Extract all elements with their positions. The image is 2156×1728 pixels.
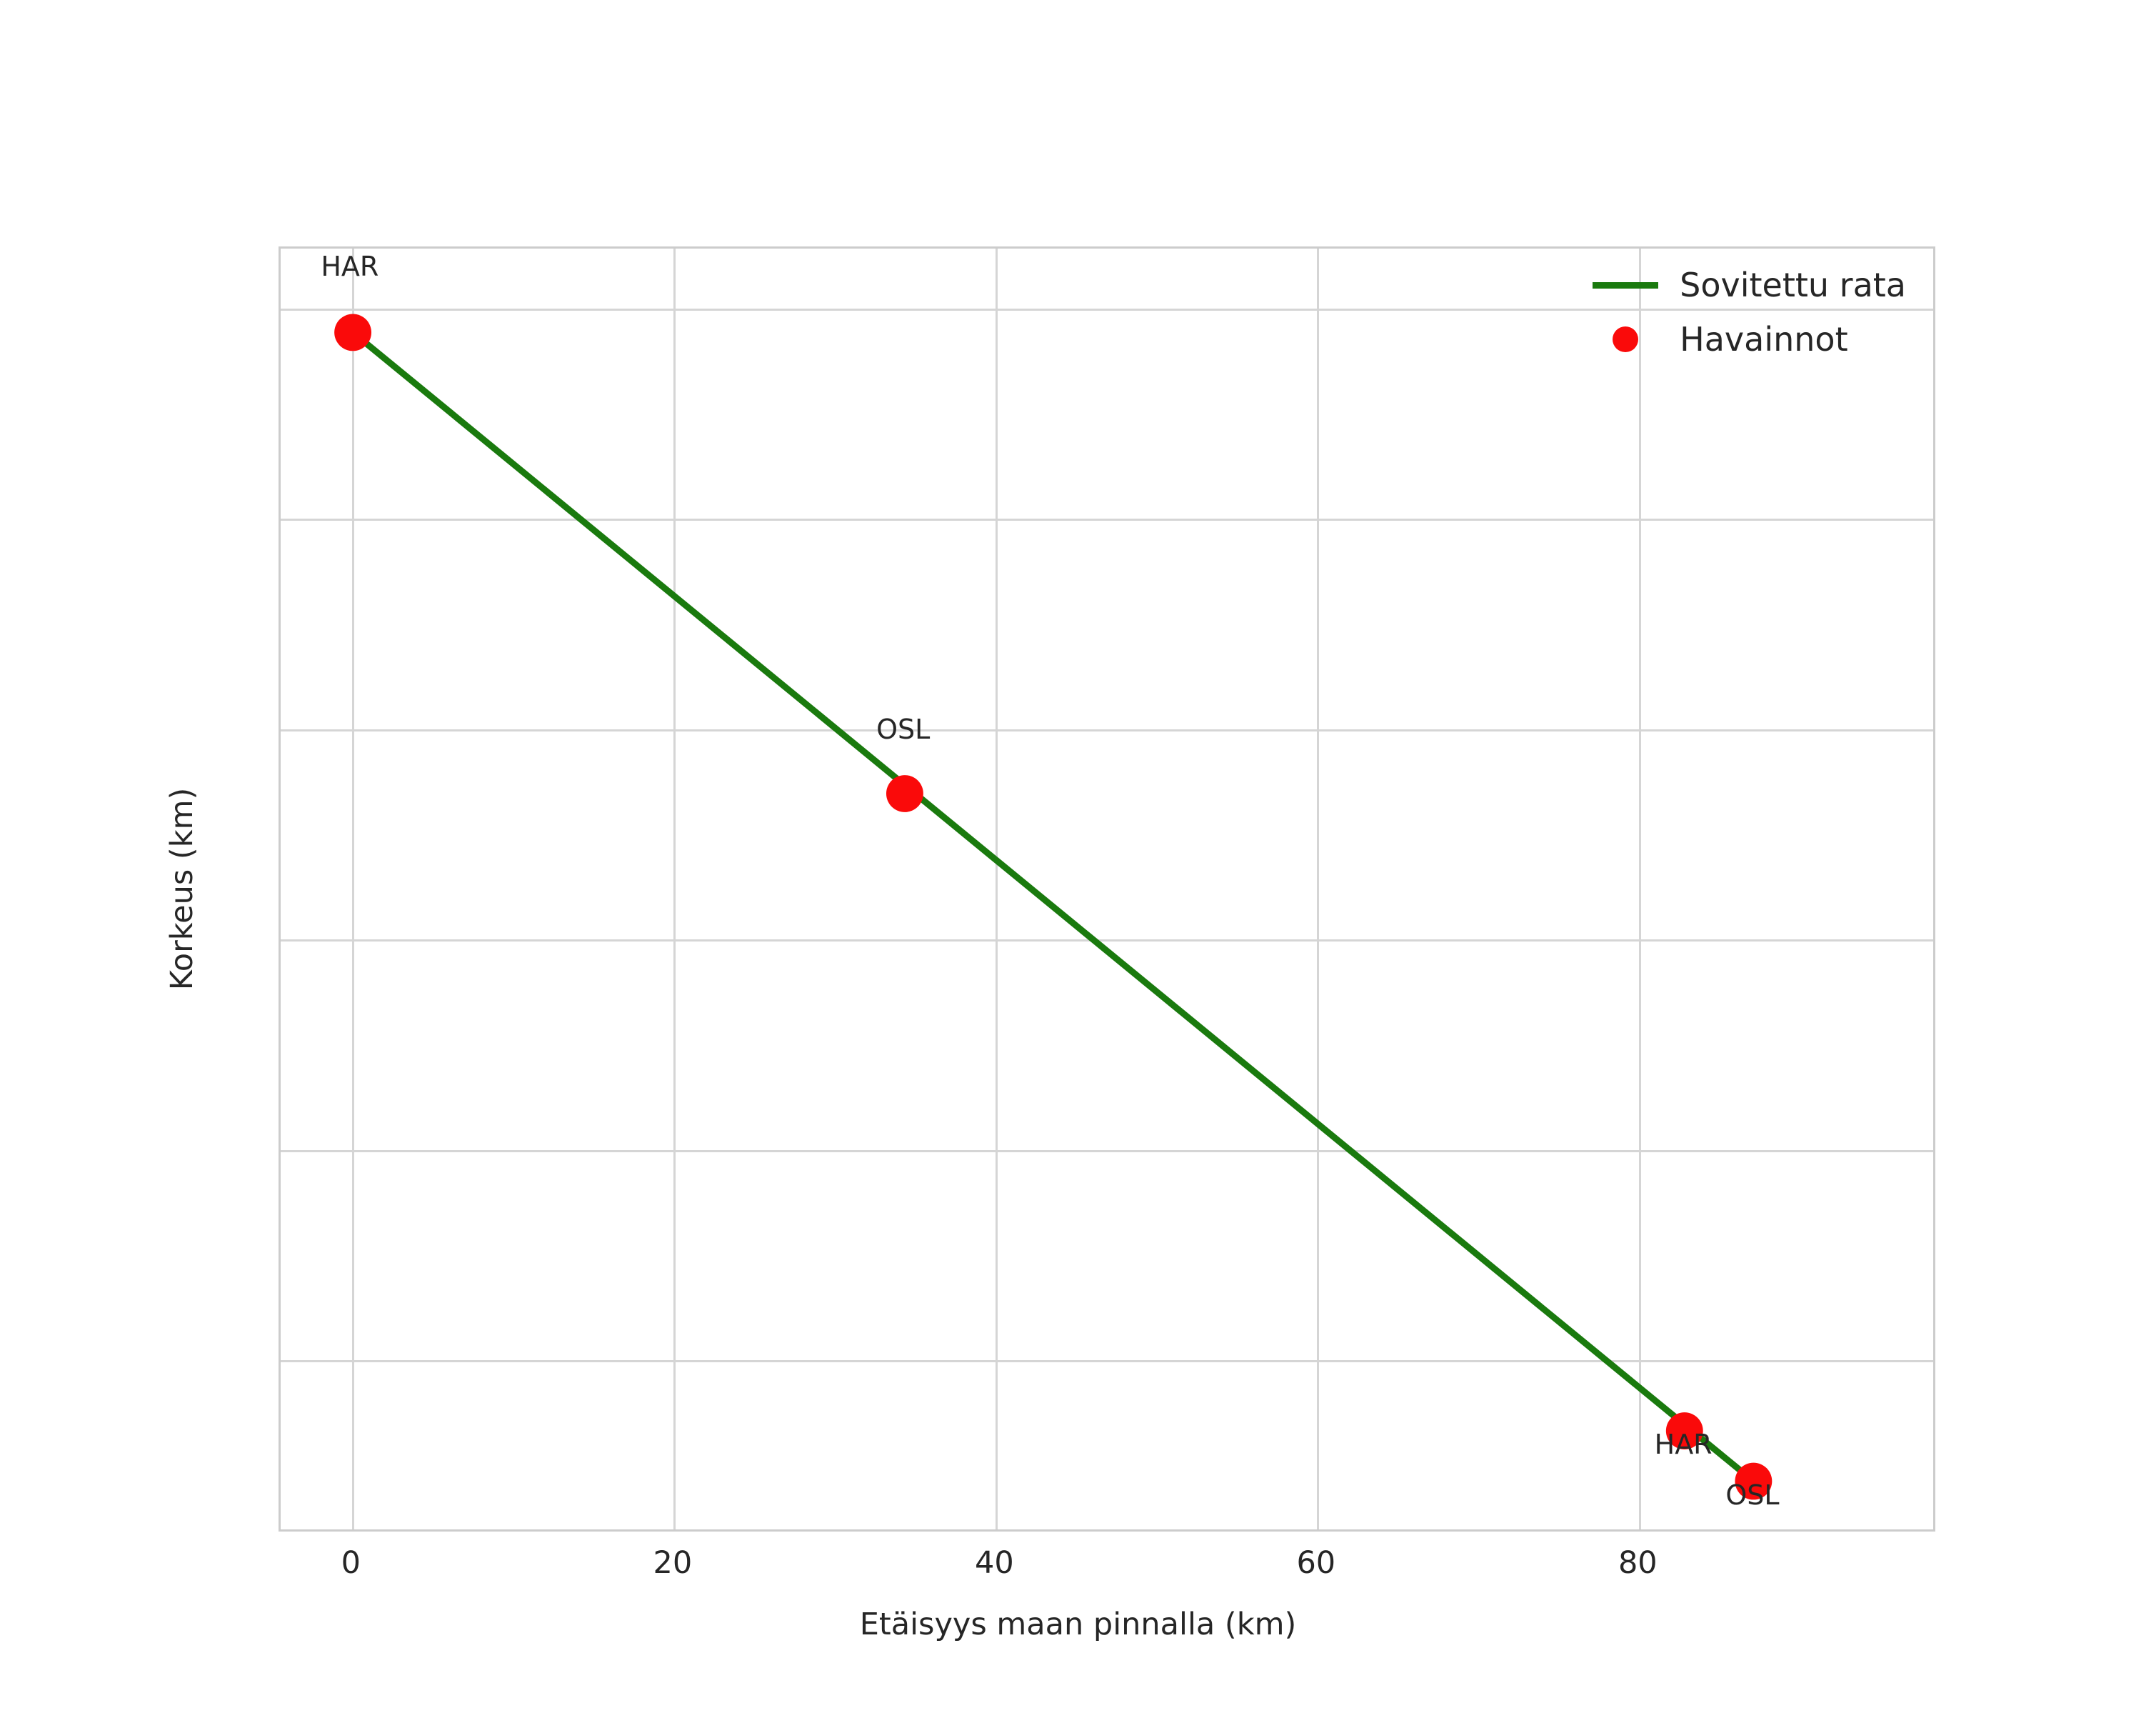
x-tick-label: 0 xyxy=(341,1545,361,1581)
gridline-vertical xyxy=(351,249,354,1529)
gridline-vertical xyxy=(1638,249,1641,1529)
gridline-horizontal xyxy=(281,1149,1933,1152)
fitted-track-line xyxy=(351,329,1756,1484)
gridline-horizontal xyxy=(281,729,1933,731)
x-tick-label: 80 xyxy=(1618,1545,1658,1581)
legend-item-observations[interactable]: Havainnot xyxy=(1587,320,1906,359)
data-layer xyxy=(334,314,1773,1500)
legend-item-label: Sovitettu rata xyxy=(1680,266,1906,304)
gridline-horizontal xyxy=(281,519,1933,521)
plot-area: HAR OSL HAR OSL Sovitettu rata Havainnot xyxy=(279,246,1935,1532)
legend-item-label: Havainnot xyxy=(1680,320,1848,359)
observation-point[interactable] xyxy=(1665,1412,1703,1449)
legend-item-fitted-track[interactable]: Sovitettu rata xyxy=(1587,266,1906,304)
legend: Sovitettu rata Havainnot xyxy=(1580,261,1913,363)
y-axis-title-text: Korkeus (km) xyxy=(164,787,200,991)
x-axis-title-text: Etäisyys maan pinnalla (km) xyxy=(859,1607,1297,1642)
gridline-vertical xyxy=(673,249,676,1529)
x-tick-label: 40 xyxy=(974,1545,1014,1581)
x-axis-title: Etäisyys maan pinnalla (km) xyxy=(0,1607,2156,1642)
y-axis-title: Korkeus (km) xyxy=(154,246,211,1532)
gridline-vertical xyxy=(1317,249,1320,1529)
legend-marker-swatch xyxy=(1587,326,1664,352)
gridline-horizontal xyxy=(281,308,1933,311)
gridline-horizontal xyxy=(281,1360,1933,1363)
observation-point[interactable] xyxy=(334,314,372,351)
x-tick-label: 20 xyxy=(653,1545,693,1581)
x-tick-label: 60 xyxy=(1296,1545,1336,1581)
legend-line-swatch xyxy=(1587,281,1664,289)
gridline-horizontal xyxy=(281,939,1933,942)
gridline-vertical xyxy=(995,249,998,1529)
observation-point[interactable] xyxy=(1735,1462,1773,1500)
observation-point[interactable] xyxy=(886,775,923,812)
